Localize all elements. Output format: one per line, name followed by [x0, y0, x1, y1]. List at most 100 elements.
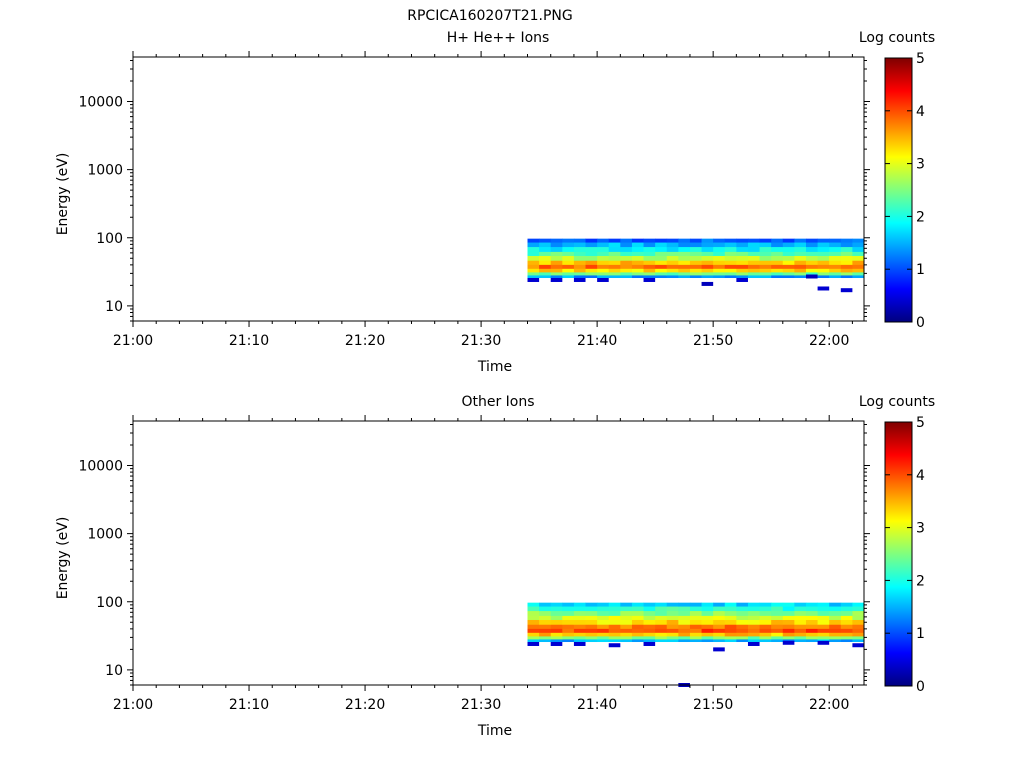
spectrogram-cell: [805, 628, 818, 634]
spectrogram-cell: [585, 624, 598, 630]
spectrogram-cell: [759, 602, 772, 607]
spectrogram-cell: [782, 247, 795, 253]
spectrogram-cell: [550, 624, 563, 630]
spectrogram-cell: [852, 238, 865, 243]
spectrogram-cell: [678, 636, 691, 640]
spectrogram-cell: [689, 602, 702, 607]
spectrogram-cell: [759, 238, 772, 243]
spectrogram-cell: [597, 268, 610, 273]
spectrogram-cell: [666, 247, 679, 253]
spectrogram-cell: [817, 260, 830, 266]
x-tick-label: 21:00: [113, 333, 153, 349]
spectrogram-cell: [666, 632, 679, 637]
spectrogram-sparse-cell: [550, 277, 563, 282]
spectrogram-cell: [782, 602, 795, 607]
spectrogram-cell: [736, 632, 749, 637]
spectrogram-cell: [666, 619, 679, 626]
spectrogram-cell: [724, 275, 737, 279]
spectrogram-cell: [782, 251, 795, 257]
spectrogram-cell: [608, 255, 621, 262]
spectrogram-cell: [794, 636, 807, 640]
spectrogram-cell: [550, 632, 563, 637]
spectrogram-cell: [771, 260, 784, 266]
spectrogram-cell: [852, 611, 865, 617]
spectrogram-cell: [655, 242, 668, 248]
spectrogram-cell: [597, 606, 610, 612]
spectrogram-cell: [759, 628, 772, 634]
spectrogram-cell: [724, 238, 737, 243]
spectrogram-cell: [840, 619, 853, 626]
spectrogram-cell: [597, 275, 610, 279]
spectrogram-cell: [724, 611, 737, 617]
spectrogram-cell: [794, 632, 807, 637]
x-tick-label: 21:20: [345, 333, 385, 349]
spectrogram-cell: [655, 264, 668, 270]
spectrogram-cell: [817, 247, 830, 253]
spectrogram-cell: [701, 268, 714, 273]
spectrogram-cell: [817, 242, 830, 248]
spectrogram-cell: [643, 268, 656, 273]
spectrogram-cell: [678, 242, 691, 248]
spectrogram-cell: [782, 628, 795, 634]
spectrogram-cell: [573, 628, 586, 634]
spectrogram-cell: [562, 606, 575, 612]
spectrogram-cell: [771, 242, 784, 248]
spectrogram-cell: [782, 268, 795, 273]
spectrogram-sparse-cell: [852, 643, 864, 648]
spectrogram-cell: [631, 606, 644, 612]
spectrogram-cell: [736, 624, 749, 630]
spectrogram-cell: [573, 275, 586, 279]
spectrogram-cell: [539, 611, 552, 617]
spectrogram-cell: [829, 602, 842, 607]
spectrogram-cell: [701, 615, 714, 621]
spectrogram-cell: [631, 628, 644, 634]
y-axis-label: Energy (eV): [55, 153, 71, 236]
axes-other-ions: 21:00 21:10 21:20 21:30 21:40 21:50 22:00 10 100…: [78, 415, 870, 713]
spectrogram-cell: [794, 619, 807, 626]
spectrogram-cell: [689, 615, 702, 621]
spectrogram-cell: [701, 255, 714, 262]
spectrogram-cell: [771, 275, 784, 279]
spectrogram-cell: [550, 255, 563, 262]
spectrogram-cell: [840, 255, 853, 262]
spectrogram-cell: [573, 606, 586, 612]
x-tick-label: 21:40: [577, 333, 617, 349]
spectrogram-cell: [805, 251, 818, 257]
spectrogram-cell: [724, 251, 737, 257]
colorbar-tick-label: 4: [916, 468, 925, 484]
spectrogram-cell: [608, 242, 621, 248]
spectrogram-cell: [736, 628, 749, 634]
spectrogram-cell: [539, 628, 552, 634]
spectrogram-cell: [724, 624, 737, 630]
spectrogram-cell: [805, 602, 818, 607]
spectrogram-cell: [527, 606, 540, 612]
spectrogram-cell: [689, 606, 702, 612]
spectrogram-cell: [829, 238, 842, 243]
spectrogram-cell: [585, 242, 598, 248]
colorbar-tick-label: 3: [916, 521, 925, 537]
spectrogram-cell: [713, 268, 726, 273]
spectrogram-cell: [539, 264, 552, 270]
spectrogram-cell: [573, 268, 586, 273]
spectrogram-cell: [759, 247, 772, 253]
spectrogram-cell: [747, 615, 760, 621]
spectrogram-cell: [597, 611, 610, 617]
spectrogram-cell: [689, 624, 702, 630]
spectrogram-cell: [539, 606, 552, 612]
spectrogram-cell: [817, 632, 830, 637]
spectrogram-cell: [701, 272, 714, 276]
spectrogram-cell: [550, 615, 563, 621]
spectrogram-cell: [840, 247, 853, 253]
spectrogram-cell: [852, 624, 865, 630]
spectrogram-cell: [608, 636, 621, 640]
spectrogram-cell: [585, 255, 598, 262]
spectrogram-cell: [643, 619, 656, 626]
spectrogram-cell: [597, 632, 610, 637]
spectrogram-cell: [747, 242, 760, 248]
spectrogram-cell: [597, 255, 610, 262]
spectrogram-cell: [852, 260, 865, 266]
x-tick-label: 21:50: [693, 333, 733, 349]
spectrogram-cell: [539, 268, 552, 273]
spectrogram-sparse-cell: [527, 641, 540, 646]
